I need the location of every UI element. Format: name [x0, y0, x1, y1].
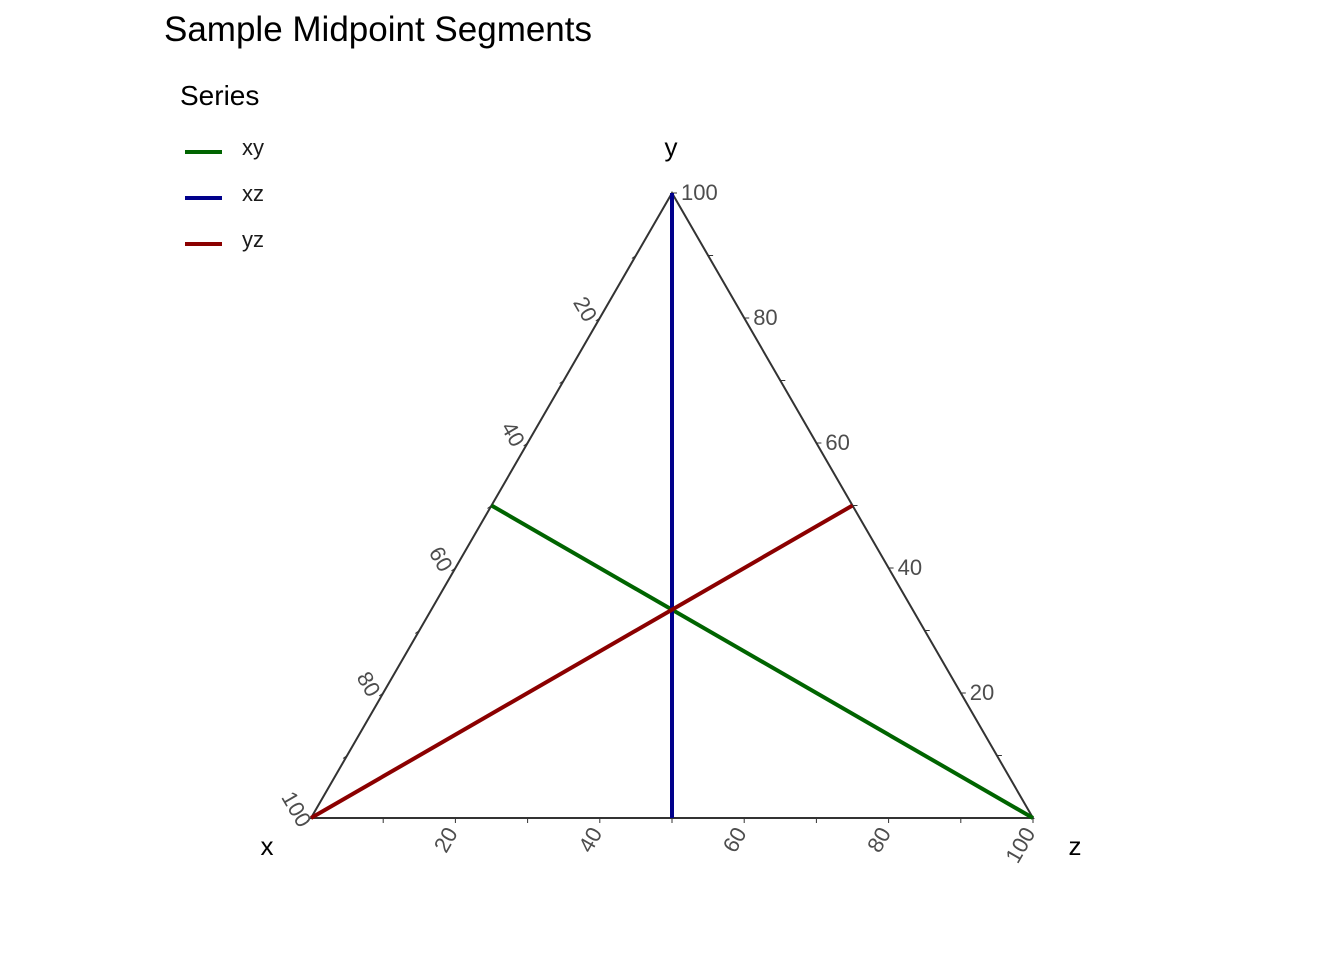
tick-label-y-40: 40: [898, 555, 922, 580]
tick-label-y-80: 80: [753, 305, 777, 330]
legend-item-xz: xz: [185, 175, 325, 221]
tick-label-z-80: 80: [862, 823, 896, 857]
tick-x-70: [414, 630, 420, 634]
tick-x-30: [559, 380, 565, 384]
legend-label-xy: xy: [242, 135, 264, 160]
tick-x-10: [631, 255, 637, 259]
legend-swatch-xy: [185, 150, 222, 154]
legend: Series xy xz yz: [180, 80, 264, 252]
tick-label-y-100: 100: [681, 180, 718, 205]
tick-label-z-100: 100: [1000, 823, 1040, 867]
tick-label-y-60: 60: [825, 430, 849, 455]
tick-label-y-20: 20: [970, 680, 994, 705]
axis-title-x: x: [261, 831, 274, 861]
legend-swatch-yz: [185, 242, 222, 246]
legend-item-yz: yz: [185, 221, 325, 267]
tick-label-x-100: 100: [276, 787, 316, 831]
axis-title-y: y: [665, 132, 678, 162]
tick-x-80: [378, 692, 384, 697]
legend-label-yz: yz: [242, 227, 264, 252]
tick-x-20: [595, 317, 601, 322]
tick-x-40: [523, 442, 528, 447]
legend-title: Series: [180, 80, 260, 111]
tick-label-z-60: 60: [718, 823, 752, 857]
legend-item-xy: xy: [185, 129, 325, 175]
tick-label-z-40: 40: [573, 823, 607, 857]
chart-title: Sample Midpoint Segments: [164, 10, 592, 49]
tick-x-100: [306, 817, 312, 822]
axis-title-z: z: [1069, 831, 1082, 861]
tick-x-50: [487, 505, 492, 509]
tick-label-z-20: 20: [429, 823, 463, 857]
tick-x-90: [342, 755, 348, 759]
series-line-xy: [490, 503, 1034, 820]
series-line-yz: [310, 503, 854, 820]
legend-swatch-xz: [185, 196, 222, 200]
legend-label-xz: xz: [242, 181, 264, 206]
tick-x-60: [451, 567, 456, 572]
